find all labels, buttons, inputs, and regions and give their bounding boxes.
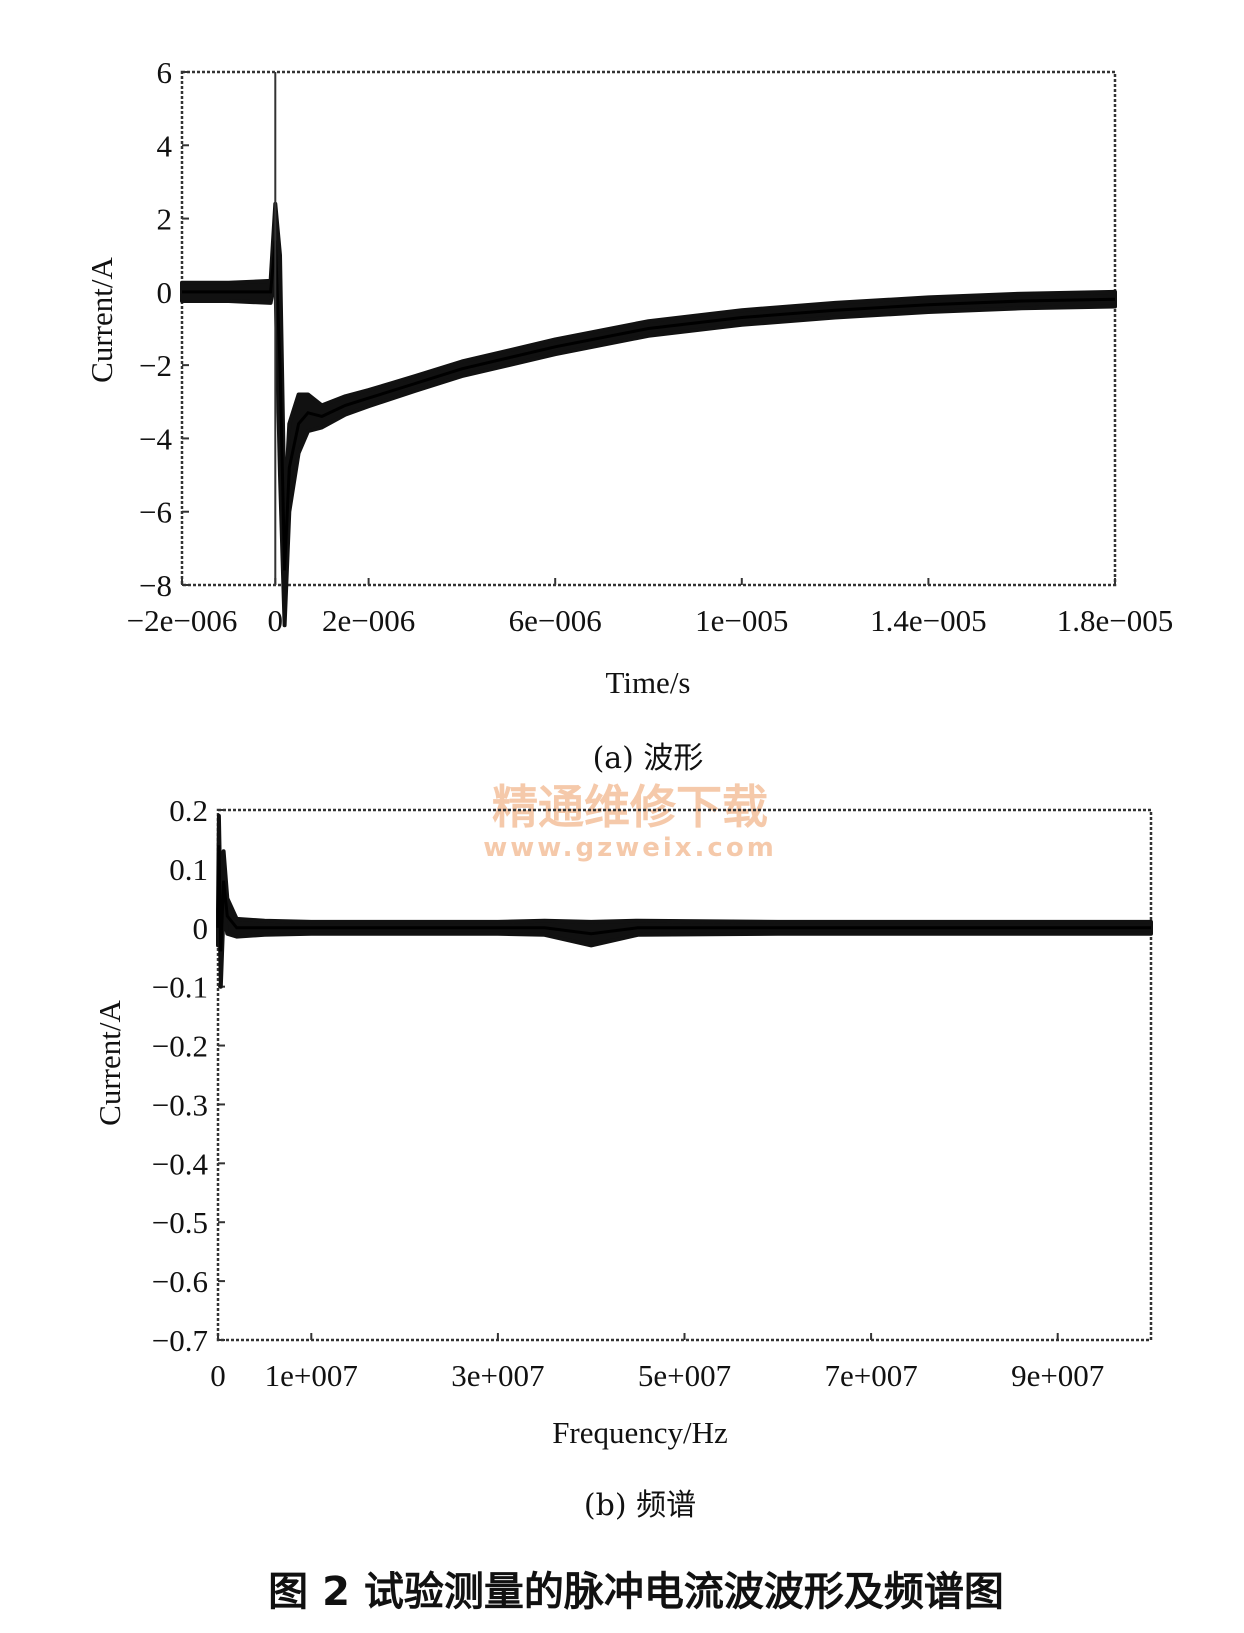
x-tick-label: 7e+007	[824, 1358, 917, 1393]
y-tick-label: −0.6	[152, 1264, 208, 1299]
y-tick-label: 4	[157, 128, 173, 163]
x-tick-label: −2e−006	[127, 603, 238, 638]
x-tick-label: 2e−006	[322, 603, 415, 638]
series-band	[216, 813, 1153, 989]
y-tick-label: −2	[139, 348, 172, 383]
y-tick-label: −4	[139, 421, 172, 456]
y-tick-label: −0.5	[152, 1205, 208, 1240]
y-tick-label: −8	[139, 568, 172, 603]
x-tick-label: 6e−006	[509, 603, 602, 638]
x-tick-label: 1.4e−005	[870, 603, 987, 638]
plot-area-waveform	[180, 70, 1117, 587]
x-tick-label: 1e+007	[265, 1358, 358, 1393]
y-tick-label: −6	[139, 495, 172, 530]
y-tick-label: −0.7	[152, 1323, 208, 1358]
y-tick-label: 2	[157, 202, 173, 237]
y-tick-label: 0.2	[169, 793, 208, 828]
y-tick-label: −0.2	[152, 1029, 208, 1064]
y-tick-label: 6	[157, 55, 173, 90]
series-line	[182, 240, 1116, 571]
caption-spectrum: (b) 频谱	[584, 1488, 696, 1523]
tick-labels-spectrum: 0.20.10−0.1−0.2−0.3−0.4−0.5−0.6−0.70 1e+0…	[152, 793, 1105, 1393]
chart-spectrum: 0.20.10−0.1−0.2−0.3−0.4−0.5−0.6−0.70 1e+0…	[92, 793, 1153, 1523]
x-axis-label-spectrum: Frequency/Hz	[552, 1415, 728, 1450]
x-tick-label: 0	[268, 603, 284, 638]
tick-labels-waveform: 6 4 2 0 −2 −4 −6 −8−2e−006 0 2e−006 6e−006 1e−005 1.…	[127, 55, 1174, 638]
y-axis-label-spectrum: Current/A	[92, 1000, 127, 1126]
watermark-line1: 精通维修下载	[492, 780, 768, 834]
watermark-line2: www.gzweix.com	[483, 833, 777, 863]
figure-title: 图 2 试验测量的脉冲电流波波形及频谱图	[268, 1569, 1004, 1615]
x-tick-label: 3e+007	[451, 1358, 544, 1393]
caption-waveform: (a) 波形	[593, 741, 704, 776]
series-waveform	[180, 72, 1117, 628]
x-tick-label: 0	[210, 1358, 226, 1393]
y-tick-label: 0	[193, 911, 209, 946]
x-axis-label-waveform: Time/s	[605, 665, 690, 700]
y-tick-label: −0.4	[152, 1146, 209, 1181]
x-tick-label: 5e+007	[638, 1358, 731, 1393]
x-tick-label: 1.8e−005	[1057, 603, 1174, 638]
plot-area-spectrum	[216, 808, 1153, 1342]
y-axis-label-waveform: Current/A	[84, 257, 119, 383]
y-tick-label: 0	[157, 275, 173, 310]
series-spectrum	[216, 813, 1153, 989]
y-tick-label: 0.1	[169, 852, 208, 887]
chart-waveform: 6 4 2 0 −2 −4 −6 −8−2e−006 0 2e−006 6e−006 1e−005 1.…	[84, 55, 1173, 776]
y-tick-label: −0.3	[152, 1087, 208, 1122]
y-tick-label: −0.1	[152, 970, 208, 1005]
series-band	[180, 201, 1117, 628]
x-tick-label: 1e−005	[695, 603, 788, 638]
series-line	[216, 845, 1151, 952]
watermark: 精通维修下载 www.gzweix.com	[483, 780, 777, 863]
x-tick-label: 9e+007	[1011, 1358, 1104, 1393]
